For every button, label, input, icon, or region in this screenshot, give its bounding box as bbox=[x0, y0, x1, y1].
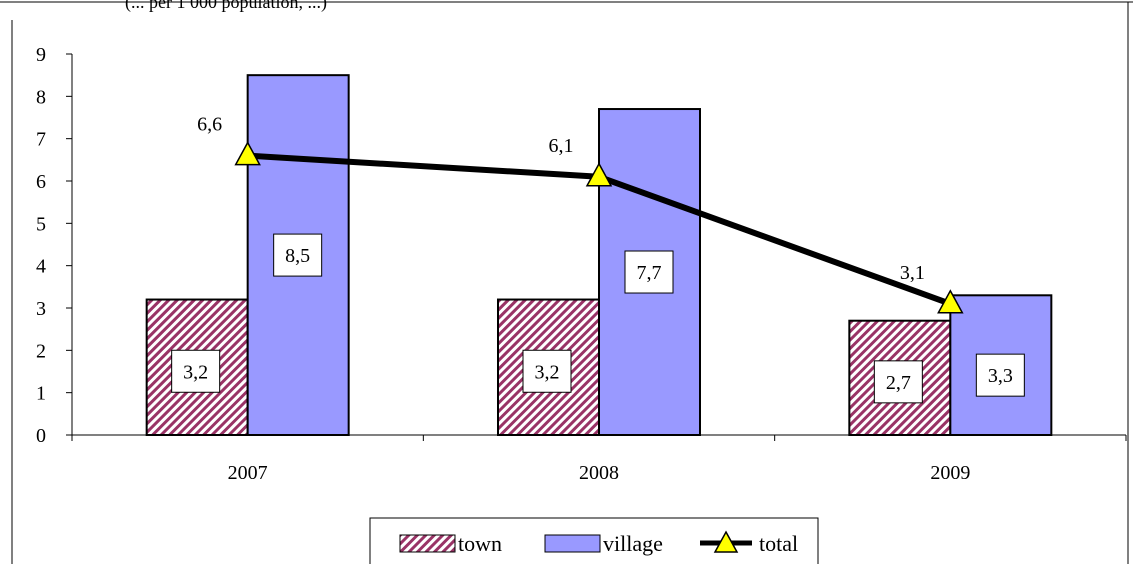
x-tick-label: 2009 bbox=[930, 462, 970, 484]
total-data-label: 3,1 bbox=[900, 262, 925, 284]
y-tick-label: 0 bbox=[36, 425, 46, 447]
total-data-label: 6,6 bbox=[197, 114, 222, 136]
town-data-label-box bbox=[171, 349, 221, 393]
village-data-label-box bbox=[975, 353, 1025, 397]
town-data-label-box bbox=[522, 349, 572, 393]
town-data-label: 3,2 bbox=[183, 361, 208, 383]
y-tick-label: 8 bbox=[36, 86, 46, 108]
total-marker bbox=[585, 162, 613, 187]
legend-swatch-village bbox=[544, 534, 601, 553]
total-line-series bbox=[234, 141, 964, 314]
total-data-label: 6,1 bbox=[549, 135, 574, 157]
town-data-label: 3,2 bbox=[535, 361, 560, 383]
header-fragment: (... per 1 000 population, ...) bbox=[125, 0, 327, 13]
total-marker bbox=[937, 289, 964, 314]
town-data-label: 2,7 bbox=[886, 372, 911, 394]
y-tick-label: 9 bbox=[36, 44, 46, 66]
data-labels: 3,2 8,5 3,2 7,7 2,7 3,3 6,6 6,1 3,1 bbox=[171, 114, 1025, 404]
village-data-label: 3,3 bbox=[988, 365, 1013, 387]
y-tick-label: 2 bbox=[36, 340, 46, 362]
legend-label-town: town bbox=[458, 531, 502, 556]
y-tick-label: 3 bbox=[36, 298, 46, 320]
village-data-label-box bbox=[624, 250, 674, 294]
y-tick-label: 7 bbox=[36, 129, 46, 151]
y-tick-label: 5 bbox=[36, 213, 46, 235]
y-tick-label: 4 bbox=[36, 256, 46, 278]
total-marker bbox=[234, 141, 261, 166]
legend-swatch-town bbox=[399, 534, 456, 553]
town-data-label-box bbox=[873, 360, 923, 404]
village-data-label-box bbox=[273, 233, 323, 277]
x-tick-label: 2007 bbox=[228, 462, 268, 484]
legend-label-village: village bbox=[603, 531, 663, 556]
y-tick-label: 6 bbox=[36, 171, 46, 193]
legend: town village total bbox=[369, 517, 819, 564]
x-tick-label: 2008 bbox=[579, 462, 619, 484]
legend-marker-total bbox=[713, 530, 739, 553]
y-tick-label: 1 bbox=[36, 383, 46, 405]
legend-label-total: total bbox=[759, 531, 798, 556]
village-data-label: 8,5 bbox=[285, 245, 310, 267]
village-data-label: 7,7 bbox=[637, 262, 662, 284]
